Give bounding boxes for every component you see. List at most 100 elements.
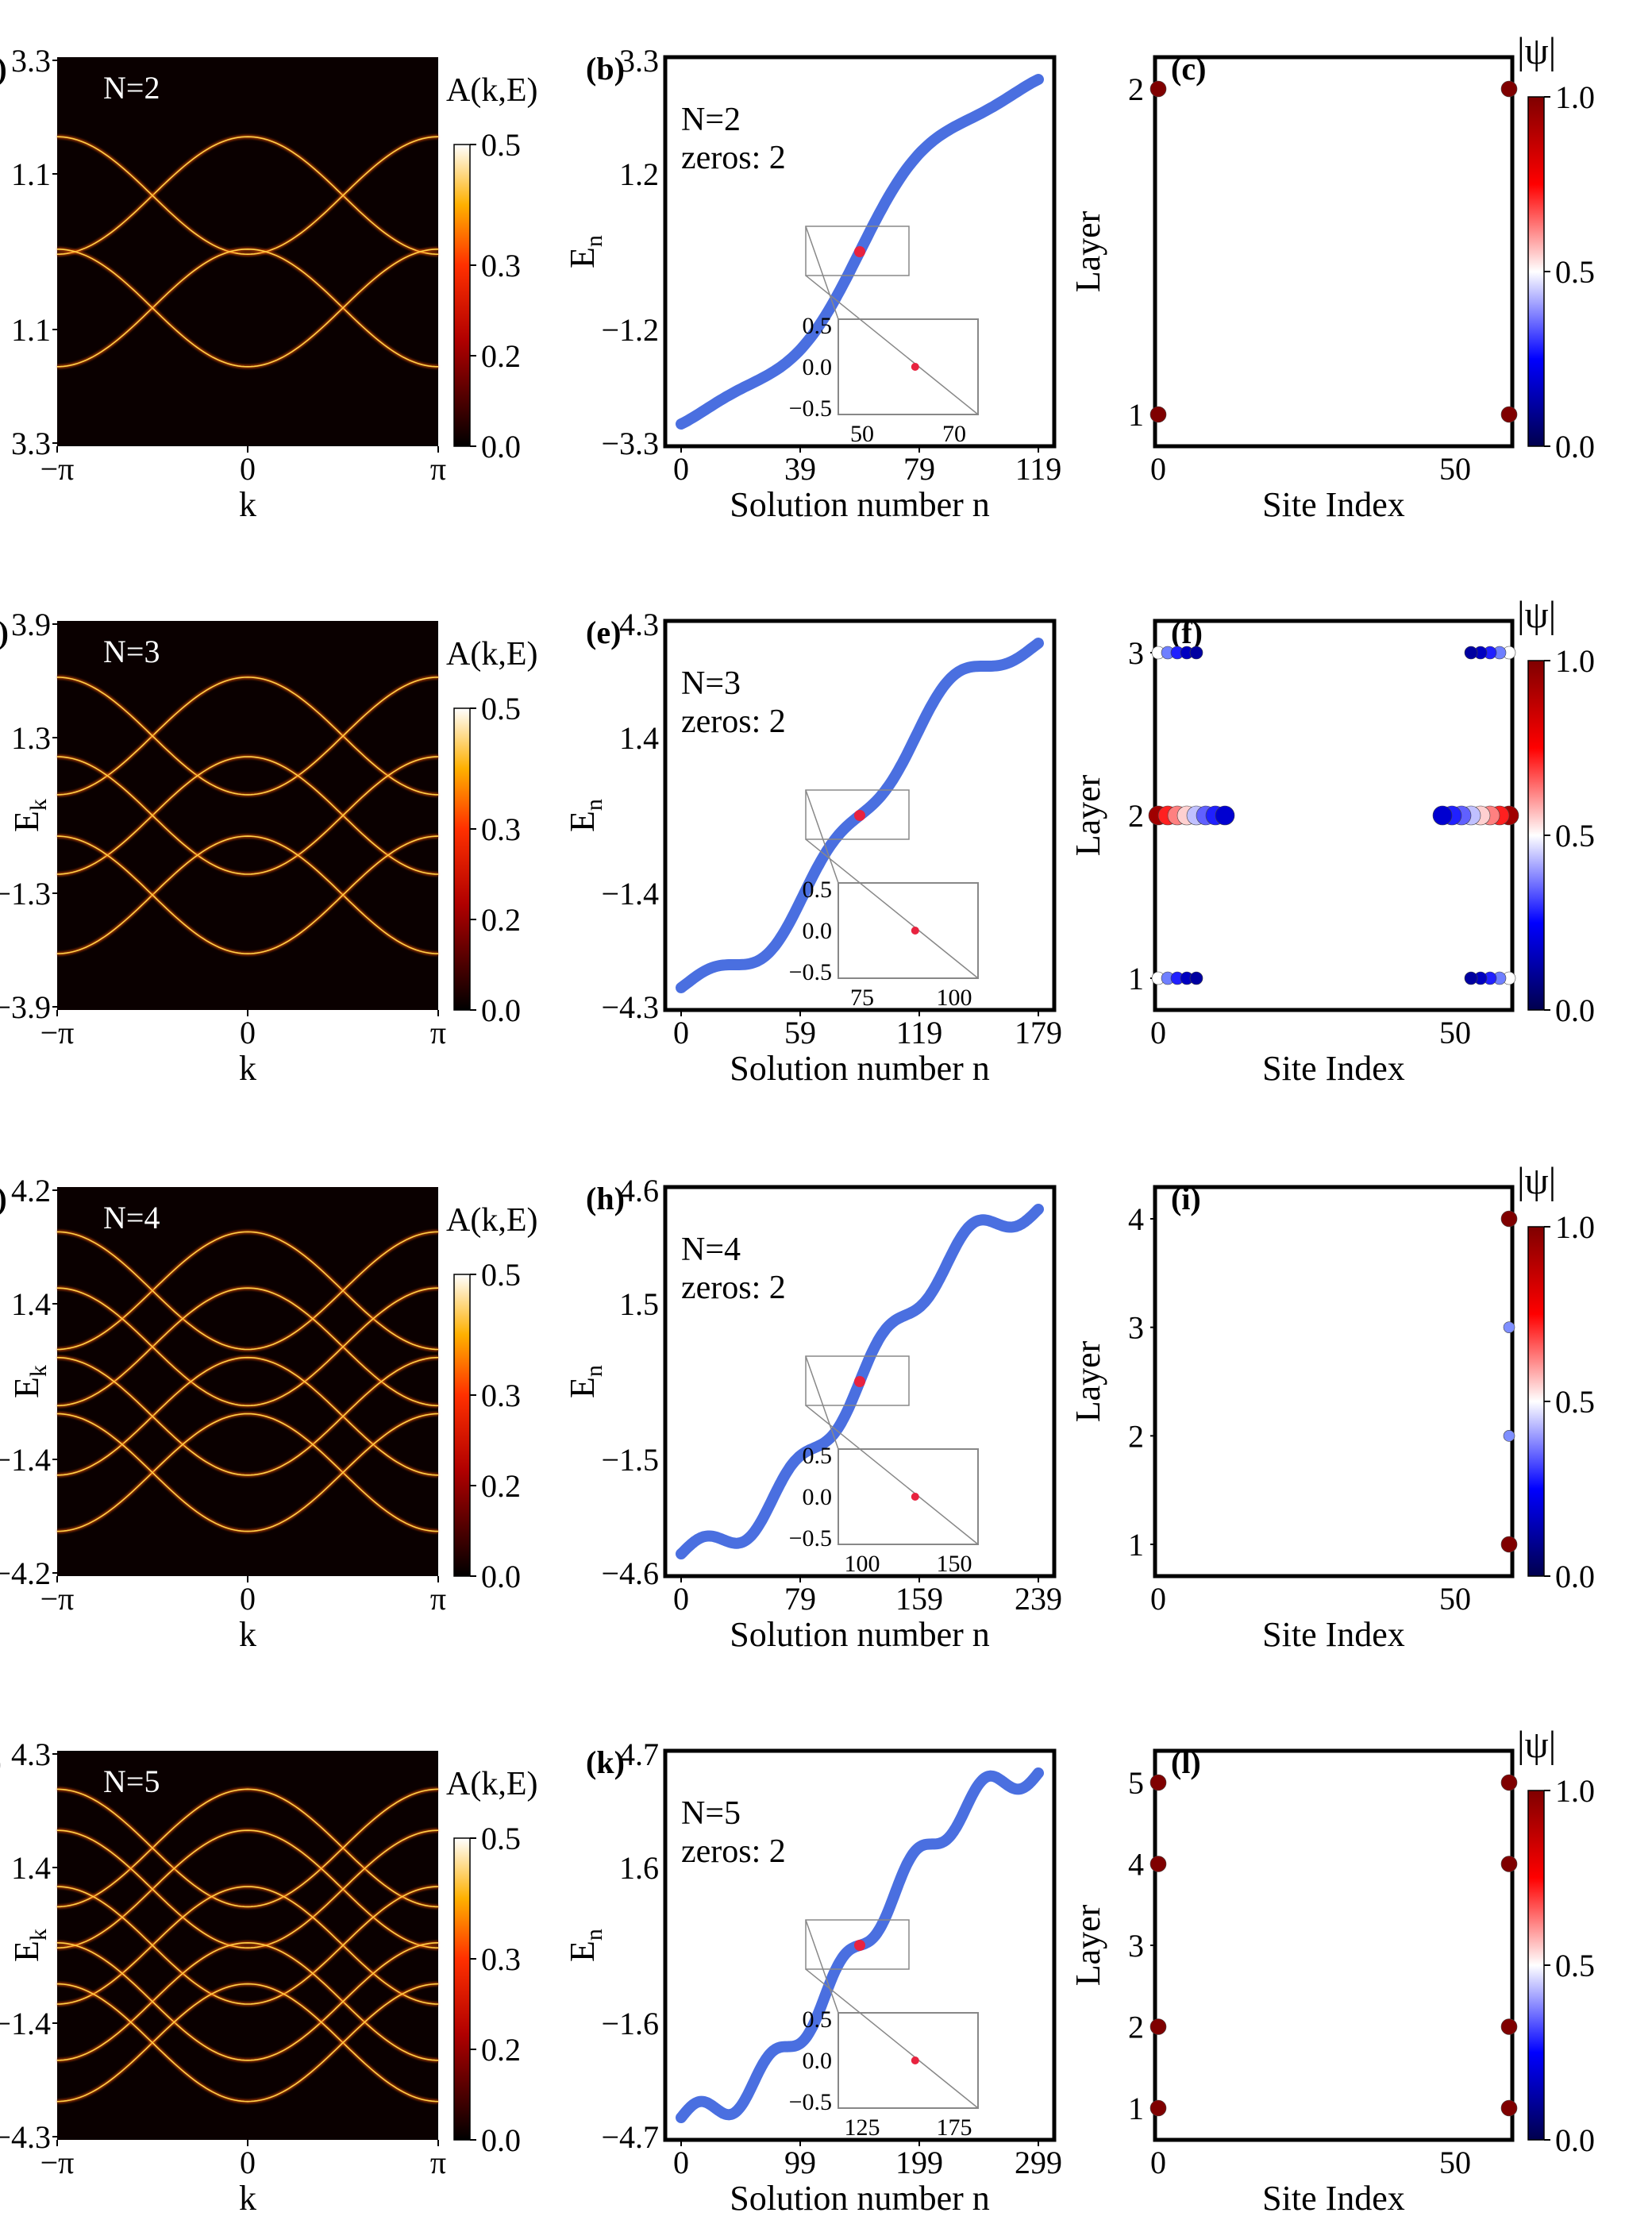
inset-ytick-label: 0.5 xyxy=(803,1443,833,1469)
colorbar-c-tick-label: 0.0 xyxy=(1555,993,1595,1028)
band-xlabel: k xyxy=(239,1615,256,1654)
spectrum-xlabel: Solution number n xyxy=(730,1049,990,1088)
band-curve xyxy=(56,1788,439,1908)
panel-tag: (c) xyxy=(1171,51,1206,87)
band-curve xyxy=(56,1356,439,1476)
spectrum-ytick-label: −1.2 xyxy=(601,312,659,348)
inset-ytick-label: 0.0 xyxy=(803,354,833,380)
colorbar-a-tick-label: 0.0 xyxy=(481,2122,521,2158)
spectrum-ytick-label: −4.3 xyxy=(601,989,659,1025)
layer-ylabel: Layer xyxy=(1069,774,1107,856)
spectrum-xlabel: Solution number n xyxy=(730,2179,990,2218)
spectrum-xlabel: Solution number n xyxy=(730,485,990,524)
inset-xtick-label: 70 xyxy=(942,421,966,447)
spectrum-zeros-label: zeros: 2 xyxy=(681,703,786,740)
band-n-label: N=5 xyxy=(103,1764,160,1799)
band-xlabel: k xyxy=(239,2179,256,2218)
spectrum-ylabel-sub: n xyxy=(581,1929,607,1941)
spectrum-ylabel-sub: n xyxy=(581,1365,607,1377)
layer-tick-label: 3 xyxy=(1128,1310,1144,1346)
band-curve xyxy=(56,1231,439,1351)
inset-zero-mode xyxy=(911,2056,919,2064)
colorbar-a-tick-label: 0.5 xyxy=(481,691,521,727)
wavefunction-point xyxy=(1149,2018,1167,2035)
panel-tag: (a) xyxy=(0,51,7,87)
colorbar-a xyxy=(453,144,471,447)
panel-tag: (g) xyxy=(0,1181,7,1216)
spectrum-ytick-label: −1.5 xyxy=(601,1442,659,1478)
band-curve xyxy=(56,136,439,256)
wavefunction-point xyxy=(1149,2099,1167,2117)
colorbar-c-tick-label: 1.0 xyxy=(1555,1209,1595,1245)
inset-ytick-label: 0.0 xyxy=(803,918,833,944)
inset-frame xyxy=(838,1448,979,1545)
spectrum-ylabel-main: E xyxy=(563,1941,602,1962)
wavefunction-point xyxy=(1189,646,1203,660)
band-n-label: N=4 xyxy=(103,1200,160,1235)
inset-frame xyxy=(838,882,979,979)
spectrum-ylabel-sub: n xyxy=(581,235,607,247)
band-curve xyxy=(56,835,439,954)
spectrum-xtick-label: 39 xyxy=(784,451,816,487)
colorbar-a-tick-label: 0.5 xyxy=(481,1257,521,1293)
layer-tick-label: 5 xyxy=(1128,1765,1144,1801)
spectrum-xtick-label: 299 xyxy=(1015,2145,1062,2180)
band-panel: (d)N=33.91.3−1.3−3.9−π0πkEkA(k,E)0.50.30… xyxy=(0,607,537,1088)
spectrum-xlabel: Solution number n xyxy=(730,1615,990,1654)
inset-ytick-label: −0.5 xyxy=(789,2089,832,2115)
wavefunction-point xyxy=(1464,646,1478,660)
band-xtick-label: −π xyxy=(40,2145,75,2180)
inset-connector xyxy=(805,789,839,884)
panel-tag: (i) xyxy=(1171,1181,1201,1216)
band-ytick-label: 1.4 xyxy=(11,1286,51,1322)
spectrum-ytick-label: 4.6 xyxy=(619,1173,659,1208)
inset-xtick-label: 100 xyxy=(845,1551,880,1577)
wavefunction-point xyxy=(1503,1321,1515,1333)
wavefunction-point xyxy=(1500,406,1518,423)
wavefunction-point xyxy=(1500,1536,1518,1553)
row-1: (a)N=23.31.11.13.3−π0πkA(k,E)0.50.30.20.… xyxy=(0,30,1595,524)
site-xlabel: Site Index xyxy=(1262,1615,1405,1654)
colorbar-a-tick-label: 0.0 xyxy=(481,429,521,464)
zoom-box xyxy=(805,225,910,276)
band-ytick-label: −1.4 xyxy=(0,2006,51,2041)
colorbar-a xyxy=(453,707,471,1011)
band-curve xyxy=(56,1941,439,2061)
inset-xtick-label: 175 xyxy=(937,2114,972,2141)
layer-tick-label: 1 xyxy=(1128,2091,1144,2126)
colorbar-c xyxy=(1527,1226,1545,1577)
band-curve xyxy=(56,1983,439,2103)
band-xtick-label: π xyxy=(430,2145,446,2180)
colorbar-c-tick-label: 0.5 xyxy=(1555,1384,1595,1420)
spectrum-ytick-label: 1.2 xyxy=(619,156,659,192)
band-ytick-label: −3.9 xyxy=(0,989,51,1025)
inset-zero-mode xyxy=(911,927,919,935)
band-xtick-label: 0 xyxy=(240,2145,256,2180)
band-ytick-label: 3.3 xyxy=(11,426,51,461)
band-curve xyxy=(56,1287,439,1407)
colorbar-c-tick-label: 0.0 xyxy=(1555,2122,1595,2158)
spectrum-xtick-label: 0 xyxy=(673,451,689,487)
spectrum-ytick-label: 4.3 xyxy=(619,607,659,642)
band-curve xyxy=(56,1413,439,1532)
panel-tag: (k) xyxy=(586,1744,625,1780)
colorbar-a-title: A(k,E) xyxy=(446,1202,537,1239)
panel-tag: (e) xyxy=(586,615,621,650)
colorbar-c-tick-label: 0.0 xyxy=(1555,1559,1595,1594)
band-xtick-label: −π xyxy=(40,451,75,487)
inset-ytick-label: 0.5 xyxy=(803,877,833,903)
zoom-box xyxy=(805,789,910,840)
localization-frame xyxy=(1153,1748,1515,2142)
band-curve xyxy=(56,1983,439,2103)
spectrum-xtick-label: 79 xyxy=(784,1581,816,1617)
inset-connector xyxy=(805,275,979,415)
band-curve xyxy=(56,1829,439,1949)
band-curve xyxy=(56,1886,439,2005)
colorbar-a-tick-label: 0.2 xyxy=(481,338,521,374)
spectrum-ytick-label: 1.5 xyxy=(619,1286,659,1322)
spectrum-xtick-label: 79 xyxy=(903,451,935,487)
inset-connector xyxy=(805,225,839,320)
